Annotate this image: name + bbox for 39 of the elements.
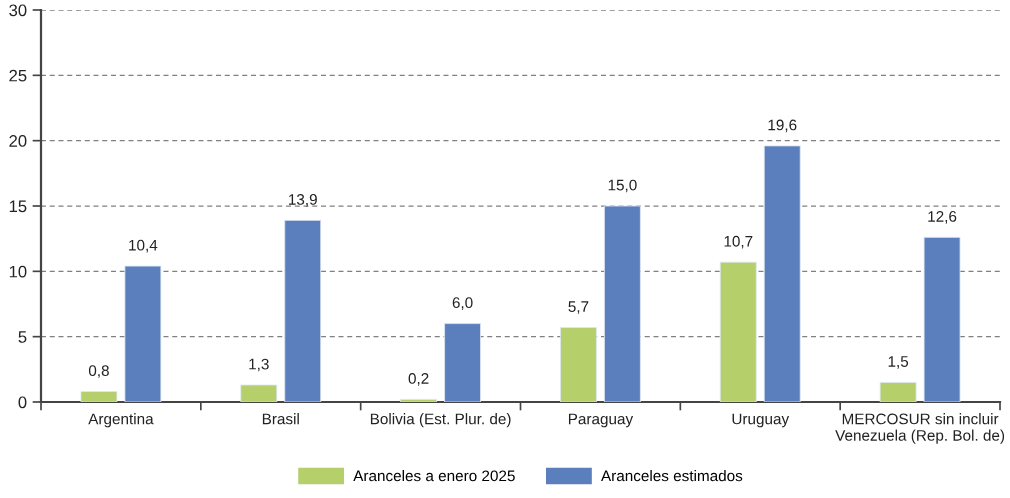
- x-tick-label: Brasil: [262, 413, 299, 425]
- bar: [603, 205, 641, 402]
- data-label: 0,8: [88, 365, 109, 378]
- bar: [240, 384, 278, 402]
- y-tick-label: 10: [9, 265, 27, 278]
- legend-label: Aranceles a enero 2025: [353, 470, 515, 482]
- x-tick-label: Paraguay: [568, 413, 634, 428]
- y-tick-label: 20: [9, 135, 27, 147]
- y-tick-label: 15: [9, 200, 27, 213]
- data-label: 13,9: [289, 194, 317, 207]
- bar: [719, 261, 757, 402]
- bar: [879, 381, 917, 402]
- data-label: 1,3: [249, 358, 269, 372]
- bar: [400, 398, 438, 402]
- y-tick-label: 5: [18, 331, 27, 343]
- x-tick-label: MERCOSUR sin incluir Venezuela (Rep. Bol. de): [835, 413, 1005, 444]
- bar: [80, 391, 118, 402]
- bar: [124, 265, 162, 402]
- x-tick-label: Bolivia (Est. Plur. de): [370, 413, 511, 428]
- data-label: 5,7: [568, 301, 589, 314]
- x-tick-label: Uruguay: [732, 413, 790, 428]
- bar: [560, 327, 597, 402]
- data-label: 10,4: [129, 239, 158, 253]
- y-tick-label: 0: [18, 396, 27, 409]
- data-label: 10,7: [724, 235, 753, 249]
- bar: [444, 323, 481, 402]
- data-label: 12,6: [928, 211, 957, 224]
- x-tick-label: Argentina: [88, 413, 154, 428]
- bar: [923, 236, 961, 402]
- bar: [763, 145, 801, 402]
- legend-label: Aranceles estimados: [601, 470, 743, 482]
- y-tick-label: 30: [9, 4, 27, 17]
- data-label: 1,5: [888, 356, 909, 369]
- data-label: 0,2: [408, 373, 429, 386]
- data-label: 15,0: [608, 179, 637, 193]
- bar: [284, 219, 322, 402]
- data-label: 6,0: [452, 297, 473, 310]
- y-tick-label: 25: [9, 69, 27, 82]
- data-label: 19,6: [768, 119, 797, 133]
